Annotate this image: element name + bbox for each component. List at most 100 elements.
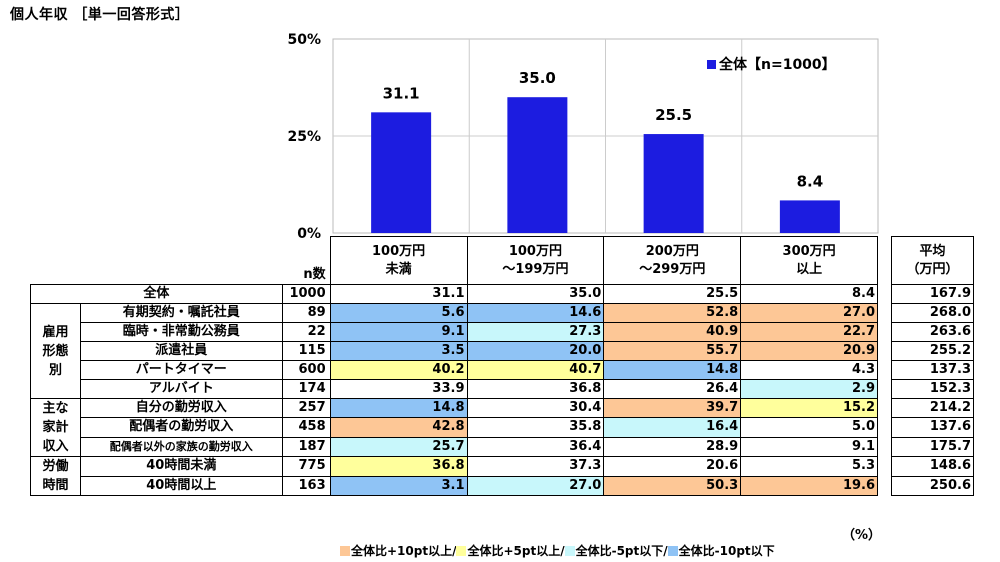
- average-cell: 137.3: [891, 360, 974, 380]
- value-cell: 55.7: [603, 341, 742, 361]
- column-gap: [877, 398, 892, 418]
- color-legend-item: 全体比+10pt以上/: [340, 542, 456, 559]
- value-cell: 20.6: [603, 456, 742, 477]
- column-gap: [877, 437, 892, 457]
- color-legend-swatch: [564, 545, 575, 556]
- average-cell: 148.6: [891, 456, 974, 477]
- value-cell: 5.0: [740, 417, 879, 438]
- crosstab-table: n数 100万円 未満 100万円 ～199万円 200万円 ～299万円 300万円 以上 平均…: [30, 236, 974, 496]
- average-cell: 175.7: [891, 436, 974, 458]
- color-legend-label: 全体比+10pt以上/: [351, 544, 457, 558]
- row-label: 配偶者以外の家族の勤労収入: [79, 436, 283, 458]
- column-header: 200万円 ～299万円: [603, 236, 742, 285]
- value-cell: 36.8: [466, 379, 605, 399]
- color-legend-item: 全体比-5pt以下/: [564, 542, 668, 559]
- column-gap: [877, 417, 892, 438]
- n-cell: 174: [281, 379, 331, 399]
- column-gap: [877, 379, 892, 399]
- value-cell: 27.3: [466, 322, 605, 342]
- column-gap: [877, 456, 892, 476]
- average-cell: 214.2: [891, 397, 974, 419]
- group-label: 雇用 形態別: [30, 303, 81, 399]
- value-cell: 30.4: [466, 397, 605, 419]
- chart-legend: 全体【n=1000】: [707, 54, 836, 74]
- value-cell: 25.5: [603, 284, 742, 304]
- value-cell: 22.7: [740, 322, 879, 342]
- value-cell: 28.9: [603, 436, 742, 458]
- value-cell: 52.8: [603, 303, 742, 323]
- value-cell: 3.5: [329, 341, 468, 361]
- legend-swatch: [707, 59, 716, 69]
- value-cell: 40.7: [466, 360, 605, 380]
- color-legend-label: 全体比-10pt以下: [678, 544, 775, 558]
- bar: [643, 134, 704, 233]
- n-cell: 22: [281, 322, 331, 342]
- value-cell: 9.1: [329, 322, 468, 342]
- page-title: 個人年収 ［単一回答形式］: [10, 7, 190, 23]
- average-cell: 137.6: [891, 417, 974, 438]
- y-tick-label: 25%: [287, 129, 321, 145]
- value-cell: 5.6: [329, 303, 468, 323]
- value-cell: 5.3: [740, 456, 879, 477]
- color-legend-item: 全体比+5pt以上/: [456, 542, 565, 559]
- column-gap: [877, 236, 892, 285]
- value-cell: 40.9: [603, 322, 742, 342]
- bar-chart: 0%25%50%31.135.025.58.4: [287, 32, 879, 240]
- row-label: アルバイト: [79, 379, 283, 399]
- n-cell: 257: [281, 397, 331, 419]
- value-cell: 35.8: [466, 417, 605, 438]
- color-legend: 全体比+10pt以上/全体比+5pt以上/全体比-5pt以下/全体比-10pt以…: [340, 542, 775, 559]
- average-cell: 152.3: [891, 379, 974, 399]
- column-gap: [877, 360, 892, 380]
- average-cell: 255.2: [891, 341, 974, 361]
- value-cell: 36.4: [466, 436, 605, 458]
- color-legend-item: 全体比-10pt以下: [667, 542, 775, 559]
- value-cell: 9.1: [740, 436, 879, 458]
- value-cell: 19.6: [740, 475, 879, 496]
- n-cell: 163: [281, 475, 331, 496]
- n-cell: 89: [281, 303, 331, 323]
- n-cell: 600: [281, 360, 331, 380]
- value-cell: 40.2: [329, 360, 468, 380]
- column-gap: [877, 284, 892, 304]
- row-label: 有期契約・嘱託社員: [79, 303, 283, 323]
- bar: [779, 200, 840, 233]
- column-gap: [877, 476, 892, 496]
- color-legend-swatch: [667, 545, 678, 556]
- average-cell: 263.6: [891, 322, 974, 342]
- value-cell: 16.4: [603, 417, 742, 438]
- value-cell: 37.3: [466, 456, 605, 477]
- value-cell: 14.8: [329, 397, 468, 419]
- column-gap: [877, 322, 892, 342]
- bar: [507, 97, 568, 233]
- legend-label: 全体【n=1000】: [719, 57, 836, 73]
- color-legend-swatch: [340, 545, 350, 556]
- bar-value-label: 35.0: [519, 69, 556, 87]
- value-cell: 27.0: [466, 475, 605, 496]
- unit-note: （%）: [842, 528, 882, 543]
- n-header: n数: [282, 236, 331, 285]
- value-cell: 39.7: [603, 397, 742, 419]
- color-legend-label: 全体比-5pt以下/: [575, 544, 668, 558]
- row-label: パートタイマー: [79, 360, 283, 380]
- n-cell: 458: [281, 417, 331, 438]
- average-header: 平均 （万円）: [891, 236, 974, 285]
- value-cell: 35.0: [466, 284, 605, 304]
- value-cell: 4.3: [740, 360, 879, 380]
- color-legend-swatch: [456, 545, 467, 556]
- row-label: 臨時・非常勤公務員: [79, 322, 283, 342]
- value-cell: 8.4: [740, 284, 879, 304]
- value-cell: 2.9: [740, 379, 879, 399]
- average-cell: 250.6: [891, 475, 974, 496]
- group-label: 主な 家計 収入: [30, 398, 81, 457]
- bar-value-label: 31.1: [383, 84, 420, 102]
- value-cell: 50.3: [603, 475, 742, 496]
- column-header: 100万円 未満: [329, 236, 468, 285]
- value-cell: 26.4: [603, 379, 742, 399]
- value-cell: 14.6: [466, 303, 605, 323]
- value-cell: 25.7: [329, 436, 468, 458]
- value-cell: 31.1: [329, 284, 468, 304]
- bar-value-label: 8.4: [797, 172, 824, 190]
- row-label: 全体: [30, 284, 283, 304]
- column-gap: [877, 341, 892, 361]
